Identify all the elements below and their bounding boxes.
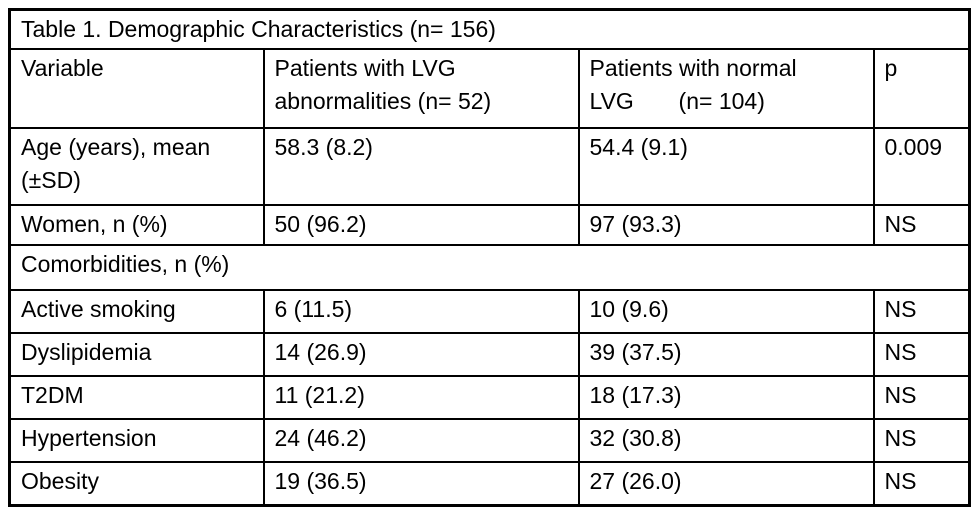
column-header-p: p bbox=[872, 48, 971, 129]
cell-lvg-normal: 27 (26.0) bbox=[577, 461, 875, 506]
cell-p-value: NS bbox=[872, 204, 971, 246]
cell-lvg-abnormal: 58.3 (8.2) bbox=[262, 127, 580, 206]
cell-lvg-abnormal: 6 (11.5) bbox=[262, 289, 580, 334]
cell-lvg-normal: 54.4 (9.1) bbox=[577, 127, 875, 206]
cell-variable: Hypertension bbox=[8, 418, 265, 463]
table-row: Active smoking 6 (11.5) 10 (9.6) NS bbox=[8, 289, 971, 334]
column-header-lvg-normal: Patients with normal LVG (n= 104) bbox=[577, 48, 875, 129]
cell-lvg-abnormal: 11 (21.2) bbox=[262, 375, 580, 420]
cell-lvg-normal: 10 (9.6) bbox=[577, 289, 875, 334]
cell-p-value: NS bbox=[872, 418, 971, 463]
table-row: Age (years), mean (±SD) 58.3 (8.2) 54.4 … bbox=[8, 127, 971, 206]
cell-lvg-abnormal: 50 (96.2) bbox=[262, 204, 580, 246]
table-title-row: Table 1. Demographic Characteristics (n=… bbox=[8, 8, 971, 50]
cell-variable: Women, n (%) bbox=[8, 204, 265, 246]
cell-lvg-normal: 97 (93.3) bbox=[577, 204, 875, 246]
column-header-lvg-abnormal: Patients with LVG abnormalities (n= 52) bbox=[262, 48, 580, 129]
cell-variable: T2DM bbox=[8, 375, 265, 420]
cell-p-value: NS bbox=[872, 289, 971, 334]
table-row: Dyslipidemia 14 (26.9) 39 (37.5) NS bbox=[8, 332, 971, 377]
demographics-table: Table 1. Demographic Characteristics (n=… bbox=[8, 8, 972, 507]
section-header-label: Comorbidities, n (%) bbox=[8, 244, 971, 291]
cell-lvg-abnormal: 24 (46.2) bbox=[262, 418, 580, 463]
cell-lvg-abnormal: 14 (26.9) bbox=[262, 332, 580, 377]
cell-variable: Obesity bbox=[8, 461, 265, 506]
cell-lvg-abnormal: 19 (36.5) bbox=[262, 461, 580, 506]
section-header-row: Comorbidities, n (%) bbox=[8, 244, 971, 291]
table-row: Women, n (%) 50 (96.2) 97 (93.3) NS bbox=[8, 204, 971, 246]
cell-lvg-normal: 39 (37.5) bbox=[577, 332, 875, 377]
cell-p-value: NS bbox=[872, 332, 971, 377]
table-row: Hypertension 24 (46.2) 32 (30.8) NS bbox=[8, 418, 971, 463]
cell-p-value: 0.009 bbox=[872, 127, 971, 206]
cell-variable: Age (years), mean (±SD) bbox=[8, 127, 265, 206]
cell-p-value: NS bbox=[872, 375, 971, 420]
column-header-variable: Variable bbox=[8, 48, 265, 129]
table-row: T2DM 11 (21.2) 18 (17.3) NS bbox=[8, 375, 971, 420]
table-row: Obesity 19 (36.5) 27 (26.0) NS bbox=[8, 461, 971, 506]
cell-variable: Active smoking bbox=[8, 289, 265, 334]
cell-variable: Dyslipidemia bbox=[8, 332, 265, 377]
cell-lvg-normal: 18 (17.3) bbox=[577, 375, 875, 420]
cell-p-value: NS bbox=[872, 461, 971, 506]
table-header-row: Variable Patients with LVG abnormalities… bbox=[8, 48, 971, 129]
cell-lvg-normal: 32 (30.8) bbox=[577, 418, 875, 463]
table-title: Table 1. Demographic Characteristics (n=… bbox=[8, 8, 971, 50]
